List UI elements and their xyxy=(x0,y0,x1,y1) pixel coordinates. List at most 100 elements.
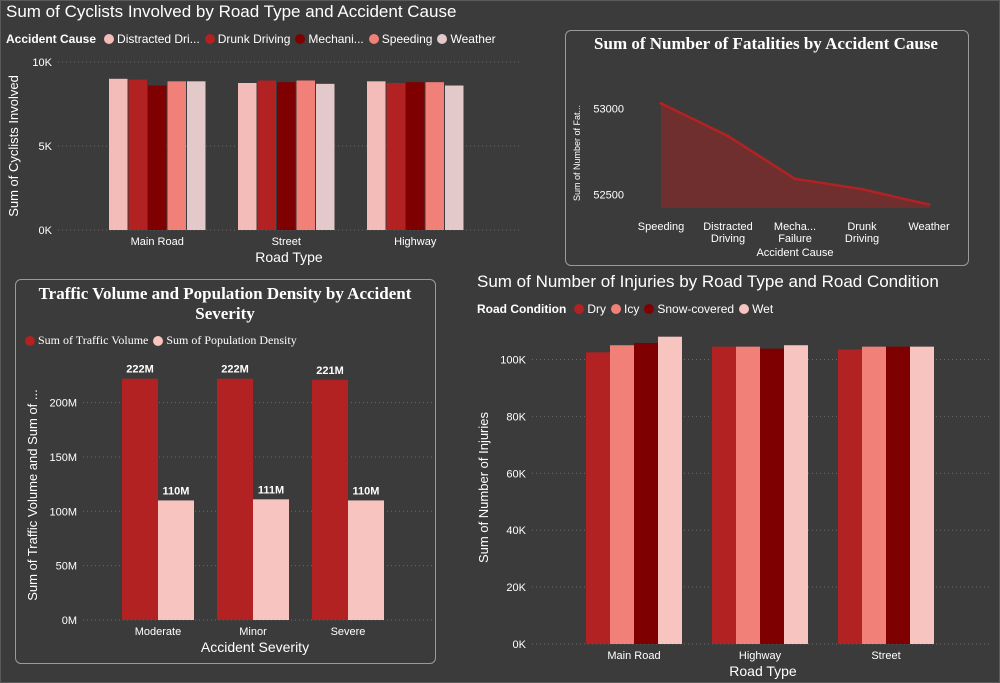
bar-weather-main-road xyxy=(187,81,206,230)
y-tick-label: 53000 xyxy=(593,104,624,116)
bar-wet-highway xyxy=(784,345,808,644)
traffic-card xyxy=(15,279,436,664)
fatalities-chart-title: Sum of Number of Fatalities by Accident … xyxy=(594,34,938,53)
x-tick-label: Severe xyxy=(331,626,366,638)
y-tick-label: 200M xyxy=(49,398,77,410)
x-axis-title: Accident Severity xyxy=(201,639,309,655)
bar-wet-street xyxy=(910,346,934,644)
bar-mechani-main-road xyxy=(148,85,167,230)
y-tick-label: 10K xyxy=(32,57,52,69)
bar-snow-covered-main-road xyxy=(634,342,658,644)
x-tick-label: Moderate xyxy=(135,626,181,638)
legend-item-wet[interactable]: Wet xyxy=(739,302,773,316)
legend-item-sum-of-population-density[interactable]: Sum of Population Density xyxy=(153,333,297,348)
legend-swatch xyxy=(204,34,215,44)
x-tick-label: Driving xyxy=(845,233,879,245)
x-tick-label: Street xyxy=(272,236,301,248)
x-axis-title: Accident Cause xyxy=(756,247,833,259)
legend-item-dry[interactable]: Dry xyxy=(574,302,606,316)
y-tick-label: 80K xyxy=(506,411,526,423)
x-tick-label: Speeding xyxy=(638,221,685,233)
legend-item-mechani[interactable]: Mechani... xyxy=(295,32,364,46)
legend-label: Distracted Dri... xyxy=(117,32,200,46)
bar-icy-main-road xyxy=(610,345,634,644)
x-axis-title: Road Type xyxy=(729,663,797,679)
x-tick-label: Main Road xyxy=(131,236,184,248)
x-tick-label: Weather xyxy=(908,221,950,233)
data-label: 222M xyxy=(221,364,249,376)
legend-item-distracted-dri[interactable]: Distracted Dri... xyxy=(104,32,200,46)
y-axis-title: Sum of Number of Injuries xyxy=(476,412,491,564)
y-tick-label: 100M xyxy=(49,506,77,518)
data-point-weather xyxy=(927,203,931,207)
legend-label: Mechani... xyxy=(308,32,364,46)
y-tick-label: 0K xyxy=(39,225,53,237)
bar-speeding-highway xyxy=(425,82,444,230)
x-tick-label: Street xyxy=(871,650,900,662)
legend-label: Sum of Population Density xyxy=(166,333,297,347)
bar-drunk-driving-highway xyxy=(386,83,405,230)
bar-sum-of-traffic-volume-moderate xyxy=(122,378,158,620)
cyclists-chart: 0K 5K 10K Main Road Street Highway Road Type Su… xyxy=(6,57,520,265)
x-tick-label: Minor xyxy=(239,626,267,638)
y-tick-label: 150M xyxy=(49,452,77,464)
data-point-mecha-failure xyxy=(793,177,797,181)
legend-item-drunk-driving[interactable]: Drunk Driving xyxy=(204,32,290,46)
x-tick-label: Driving xyxy=(711,233,745,245)
data-label: 221M xyxy=(316,365,344,377)
legend-title: Road Condition xyxy=(477,302,567,316)
bar-dry-main-road xyxy=(586,352,610,644)
legend-swatch xyxy=(739,304,750,314)
bar-sum-of-traffic-volume-severe xyxy=(312,379,348,620)
bar-dry-street xyxy=(838,349,862,644)
bar-snow-covered-street xyxy=(886,346,910,644)
cyclists-legend: Accident Cause Distracted Dri... Drunk Dri… xyxy=(6,32,501,46)
legend-title: Accident Cause xyxy=(6,32,97,46)
bar-dry-highway xyxy=(712,346,736,644)
bar-speeding-street xyxy=(296,80,315,230)
area-fill xyxy=(661,103,929,208)
x-axis-title: Road Type xyxy=(255,249,323,265)
legend-label: Weather xyxy=(450,32,496,46)
data-point-drunk-driving xyxy=(860,187,864,191)
bar-distracted-dri-highway xyxy=(367,81,386,230)
data-label: 111M xyxy=(258,484,284,496)
traffic-legend: Sum of Traffic Volume Sum of Population D… xyxy=(25,333,302,348)
y-tick-label: 5K xyxy=(39,141,53,153)
legend-label: Sum of Traffic Volume xyxy=(38,333,149,347)
legend-swatch xyxy=(368,34,379,44)
legend-item-sum-of-traffic-volume[interactable]: Sum of Traffic Volume xyxy=(25,333,148,348)
legend-item-speeding[interactable]: Speeding xyxy=(368,32,432,46)
bar-icy-highway xyxy=(736,346,760,644)
injuries-chart: 0K 20K 40K 60K 80K 100K Main Road Highway Street… xyxy=(476,336,990,679)
y-axis-title: Sum of Number of Fat... xyxy=(572,105,582,201)
bar-drunk-driving-street xyxy=(257,80,276,230)
y-tick-label: 100K xyxy=(500,354,526,366)
bar-mechani-highway xyxy=(406,82,425,230)
x-tick-label: Main Road xyxy=(607,650,660,662)
x-tick-label: Drunk xyxy=(847,221,877,233)
y-tick-label: 50M xyxy=(56,561,77,573)
data-point-distracted-driving xyxy=(726,134,730,138)
bar-speeding-main-road xyxy=(167,81,186,230)
legend-item-icy[interactable]: Icy xyxy=(611,302,639,316)
bar-mechani-street xyxy=(277,82,296,230)
x-tick-label: Distracted xyxy=(703,221,753,233)
legend-swatch xyxy=(437,34,448,44)
legend-swatch xyxy=(104,34,115,44)
bar-sum-of-population-density-moderate xyxy=(158,500,194,620)
injuries-legend: Road Condition Dry Icy Snow-covered Wet xyxy=(477,302,778,316)
bar-drunk-driving-main-road xyxy=(128,79,147,230)
legend-label: Wet xyxy=(752,302,774,316)
x-tick-label: Mecha... xyxy=(774,221,816,233)
legend-item-snow-covered[interactable]: Snow-covered xyxy=(644,302,734,316)
bar-weather-highway xyxy=(445,85,464,230)
bar-sum-of-population-density-minor xyxy=(253,499,289,620)
x-tick-label: Highway xyxy=(739,650,782,662)
data-label: 110M xyxy=(353,485,380,497)
data-label: 222M xyxy=(126,364,154,376)
legend-swatch xyxy=(295,34,306,44)
legend-item-weather[interactable]: Weather xyxy=(437,32,496,46)
bar-sum-of-population-density-severe xyxy=(348,500,384,620)
